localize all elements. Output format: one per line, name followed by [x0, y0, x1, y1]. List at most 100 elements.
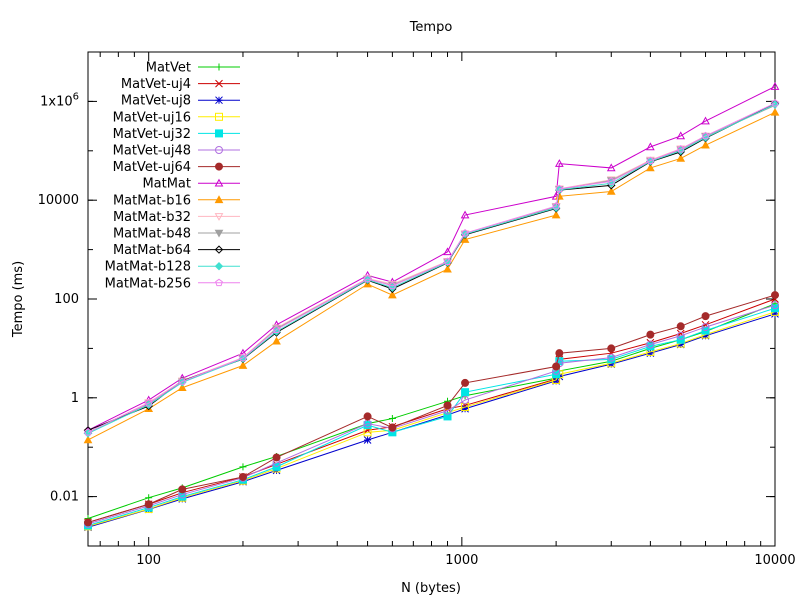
data-point-matmat-b16	[646, 163, 655, 172]
legend-label-matvet-uj4: MatVet-uj4	[121, 77, 191, 92]
legend-label-matvet: MatVet	[146, 61, 191, 76]
series-layer	[83, 81, 780, 532]
x-tick-label: 1000	[445, 553, 478, 568]
series-line-matvet-uj32	[87, 307, 776, 526]
legend-marker-matvet-uj32	[215, 129, 223, 138]
series-line-matmat	[87, 86, 776, 431]
data-point-matvet-uj8	[552, 377, 560, 385]
data-point-matmat-b16	[443, 264, 452, 273]
y-tick-label: 1	[71, 391, 79, 406]
series-matmat-b256	[84, 99, 779, 436]
data-point-matmat-b128	[770, 100, 780, 109]
data-point-matvet-uj8	[646, 349, 655, 358]
y-tick-label: 10000	[38, 193, 79, 208]
data-point-matmat-b256	[443, 257, 452, 265]
data-point-matvet-uj32	[443, 412, 452, 421]
data-point-matmat-b256	[363, 274, 372, 283]
data-point-matmat-b256	[388, 281, 397, 290]
data-point-matmat	[443, 247, 452, 256]
series-line-matmat-b256	[87, 102, 776, 433]
chart-title: Tempo	[409, 20, 453, 35]
data-point-matmat-b256	[555, 184, 564, 193]
series-matvet-uj4	[84, 295, 779, 527]
series-matvet-uj64	[84, 291, 779, 527]
y-tick-label: 100	[54, 292, 79, 307]
data-point-matvet-uj64	[676, 322, 685, 331]
series-matvet-uj32	[84, 304, 779, 530]
data-point-matmat	[646, 142, 655, 151]
data-point-matmat-b256	[178, 377, 187, 385]
data-point-matvet-uj48	[646, 340, 655, 349]
data-point-matmat-b256	[646, 156, 655, 165]
legend-label-matvet-uj48: MatVet-uj48	[113, 144, 191, 159]
legend-marker-matmat-b64	[214, 245, 224, 254]
data-point-matvet-uj64	[388, 423, 397, 432]
data-point-matmat-b256	[84, 428, 92, 436]
series-line-matvet-uj16	[87, 311, 776, 527]
data-point-matmat	[701, 116, 710, 125]
legend-marker-matmat-b128	[214, 261, 224, 271]
data-point-matmat-b256	[272, 325, 281, 333]
legend-marker-matvet-uj16	[215, 112, 223, 121]
data-point-matmat-b16	[238, 361, 248, 369]
series-line-matvet-uj48	[87, 304, 776, 525]
data-point-matvet-uj64	[443, 401, 452, 410]
plot-frame	[87, 51, 776, 547]
x-tick-label: 10000	[754, 553, 795, 568]
data-point-matvet-uj8	[676, 340, 685, 349]
legend-label-matmat: MatMat	[142, 177, 191, 192]
data-point-matvet-uj48	[701, 323, 710, 332]
data-point-matmat-b16	[701, 140, 710, 149]
data-point-matmat-b256	[676, 145, 685, 153]
legend-label-matvet-uj8: MatVet-uj8	[121, 94, 191, 109]
legend-marker-matvet	[215, 63, 223, 71]
data-point-matmat-b256	[461, 229, 469, 237]
axes: 100 1000 10000 0.01 1 100 10000 1x106	[38, 51, 796, 568]
series-line-matvet-uj64	[87, 294, 776, 523]
data-point-matvet-uj8	[607, 360, 616, 369]
series-line-matvet-uj8	[87, 313, 776, 528]
x-axis-label: N (bytes)	[401, 581, 461, 596]
x-tick-label: 100	[136, 553, 161, 568]
data-point-matvet-uj64	[461, 378, 470, 387]
data-point-matvet-uj48	[676, 331, 685, 340]
legend-marker-matmat	[214, 178, 224, 187]
data-point-matvet-uj64	[272, 453, 281, 462]
data-point-matvet-uj64	[607, 344, 616, 353]
data-point-matvet-uj48	[461, 396, 470, 405]
data-point-matvet-uj64	[84, 518, 92, 527]
data-point-matvet-uj8	[701, 331, 710, 340]
legend-marker-matvet-uj48	[215, 146, 223, 154]
data-point-matvet-uj48	[607, 353, 616, 362]
series-line-matvet	[87, 303, 776, 519]
legend-marker-matvet-uj64	[215, 162, 223, 171]
legend-marker-matmat-b32	[214, 213, 224, 221]
data-point-matvet-uj64	[646, 330, 655, 339]
legend-marker-matmat-b256	[215, 278, 223, 287]
data-point-matvet-uj8	[771, 310, 779, 318]
data-point-matmat-b256	[552, 201, 561, 210]
legend-label-matvet-uj16: MatVet-uj16	[113, 110, 191, 125]
data-point-matmat	[770, 81, 780, 90]
data-point-matvet-uj64	[552, 362, 561, 371]
data-point-matvet-uj64	[178, 485, 187, 494]
data-point-matvet-uj64	[238, 472, 247, 481]
series-line-matvet-uj4	[87, 298, 776, 523]
data-point-matmat-b256	[144, 399, 153, 407]
data-point-matvet-uj64	[701, 312, 710, 321]
series-line-matmat-b16	[87, 111, 776, 441]
data-point-matmat-b16	[606, 186, 616, 195]
data-point-matmat-b16	[770, 107, 780, 116]
data-point-matvet-uj48	[771, 301, 779, 310]
data-point-matmat-b256	[771, 99, 779, 107]
data-point-matmat-b256	[239, 353, 247, 362]
data-point-matmat-b16	[388, 290, 397, 299]
data-point-matmat	[460, 210, 470, 219]
series-matvet	[84, 300, 779, 523]
data-point-matmat	[554, 159, 564, 167]
legend-label-matmat-b16: MatMat-b16	[113, 193, 191, 208]
legend-marker-matvet-uj4	[215, 79, 223, 88]
data-point-matvet-uj32	[461, 388, 470, 397]
